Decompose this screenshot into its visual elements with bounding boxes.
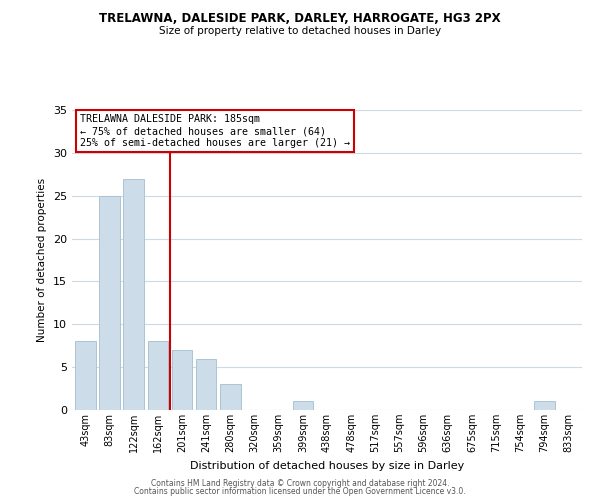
Bar xyxy=(196,358,217,410)
Bar xyxy=(293,402,313,410)
Bar xyxy=(172,350,192,410)
Text: TRELAWNA DALESIDE PARK: 185sqm
← 75% of detached houses are smaller (64)
25% of : TRELAWNA DALESIDE PARK: 185sqm ← 75% of … xyxy=(80,114,350,148)
Bar xyxy=(534,402,555,410)
Y-axis label: Number of detached properties: Number of detached properties xyxy=(37,178,47,342)
Text: Contains HM Land Registry data © Crown copyright and database right 2024.: Contains HM Land Registry data © Crown c… xyxy=(151,478,449,488)
Bar xyxy=(220,384,241,410)
Text: TRELAWNA, DALESIDE PARK, DARLEY, HARROGATE, HG3 2PX: TRELAWNA, DALESIDE PARK, DARLEY, HARROGA… xyxy=(99,12,501,26)
Bar xyxy=(124,178,144,410)
X-axis label: Distribution of detached houses by size in Darley: Distribution of detached houses by size … xyxy=(190,460,464,470)
Text: Contains public sector information licensed under the Open Government Licence v3: Contains public sector information licen… xyxy=(134,487,466,496)
Bar xyxy=(75,342,95,410)
Bar xyxy=(99,196,120,410)
Text: Size of property relative to detached houses in Darley: Size of property relative to detached ho… xyxy=(159,26,441,36)
Bar xyxy=(148,342,168,410)
